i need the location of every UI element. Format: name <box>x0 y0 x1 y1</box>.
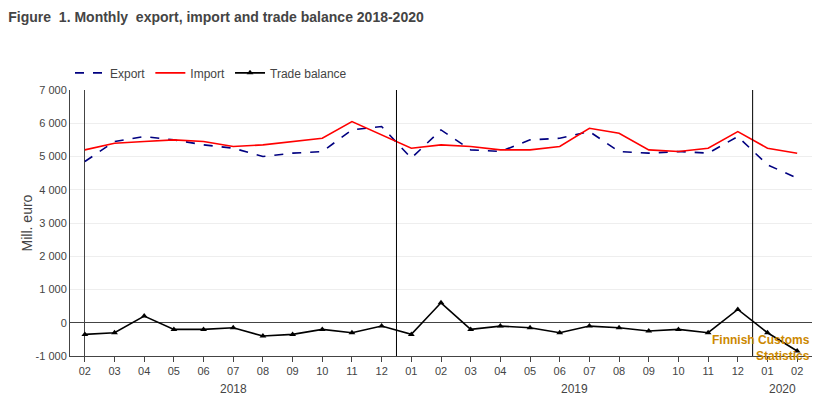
svg-text:03: 03 <box>465 365 477 377</box>
svg-text:04: 04 <box>138 365 150 377</box>
svg-text:08: 08 <box>257 365 269 377</box>
svg-text:Mill. euro: Mill. euro <box>19 194 35 251</box>
svg-text:11: 11 <box>702 365 713 377</box>
svg-text:2018: 2018 <box>220 382 247 396</box>
svg-text:3 000: 3 000 <box>39 217 67 229</box>
svg-text:02: 02 <box>79 365 91 377</box>
svg-text:01: 01 <box>761 365 773 377</box>
svg-text:2019: 2019 <box>561 382 588 396</box>
svg-text:1 000: 1 000 <box>39 283 67 295</box>
svg-text:05: 05 <box>168 365 180 377</box>
svg-text:01: 01 <box>405 365 417 377</box>
svg-text:06: 06 <box>554 365 566 377</box>
svg-text:08: 08 <box>613 365 625 377</box>
svg-text:Statistics: Statistics <box>756 349 810 363</box>
svg-text:07: 07 <box>227 365 239 377</box>
svg-text:03: 03 <box>108 365 120 377</box>
svg-text:11: 11 <box>346 365 357 377</box>
svg-text:06: 06 <box>197 365 209 377</box>
svg-text:Import: Import <box>190 67 225 81</box>
svg-text:02: 02 <box>791 365 803 377</box>
svg-text:2020: 2020 <box>769 382 796 396</box>
svg-text:0: 0 <box>61 317 67 329</box>
svg-text:07: 07 <box>583 365 595 377</box>
svg-text:-1 000: -1 000 <box>36 350 67 362</box>
svg-text:Finnish Customs: Finnish Customs <box>712 333 810 347</box>
svg-text:7 000: 7 000 <box>39 84 67 96</box>
svg-text:Trade balance: Trade balance <box>270 67 347 81</box>
svg-text:2 000: 2 000 <box>39 250 67 262</box>
svg-text:Export: Export <box>110 67 145 81</box>
svg-text:12: 12 <box>376 365 388 377</box>
svg-text:09: 09 <box>286 365 298 377</box>
svg-text:05: 05 <box>524 365 536 377</box>
svg-text:02: 02 <box>435 365 447 377</box>
svg-text:10: 10 <box>672 365 684 377</box>
svg-text:6 000: 6 000 <box>39 117 67 129</box>
svg-text:09: 09 <box>643 365 655 377</box>
svg-text:4 000: 4 000 <box>39 184 67 196</box>
svg-text:04: 04 <box>494 365 506 377</box>
svg-text:12: 12 <box>732 365 744 377</box>
svg-text:10: 10 <box>316 365 328 377</box>
svg-text:Figure 1. Monthly export, im: Figure 1. Monthly export, import and tra… <box>8 9 424 25</box>
svg-text:5 000: 5 000 <box>39 150 67 162</box>
